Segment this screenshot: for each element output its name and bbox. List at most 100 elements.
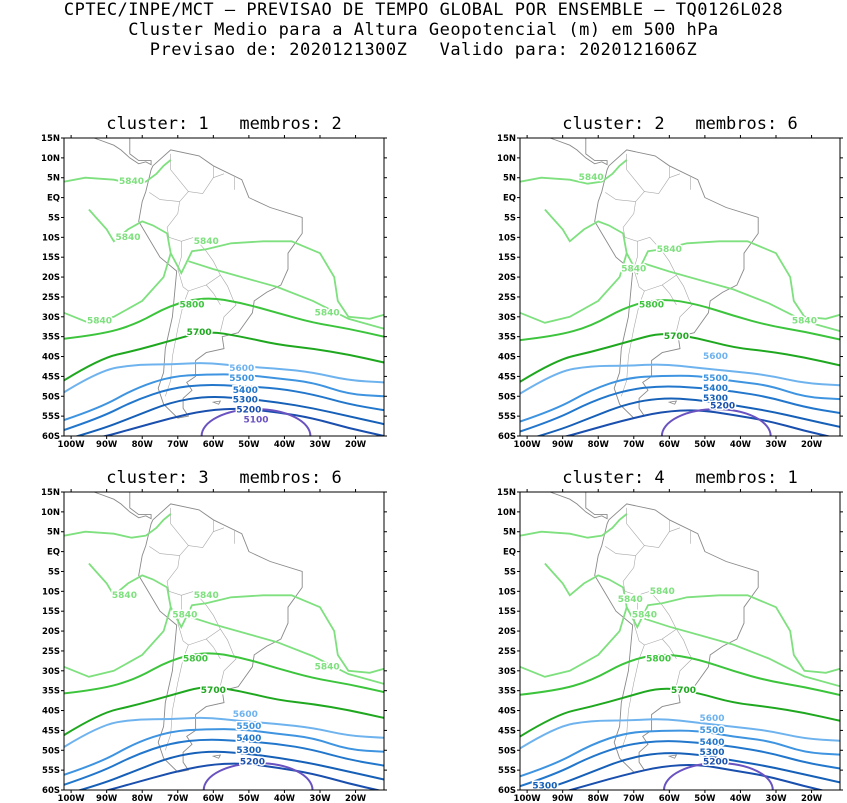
island-coastline: [211, 754, 222, 759]
contour-5800: [520, 653, 840, 696]
contour-label: 5600: [233, 710, 258, 720]
lon-tick-label: 100W: [58, 794, 86, 803]
island-coastline: [582, 106, 605, 112]
lat-tick-label: 20S: [42, 273, 60, 283]
south-america-coastline: [138, 149, 303, 419]
lat-tick-label: 10S: [498, 233, 516, 243]
panel-3-map: 5840 5840 5840 5840 5800 5700 5600 5500 5400 5300…: [41, 488, 387, 803]
lat-tick-label: 50S: [498, 746, 516, 756]
contour-label: 5500: [703, 374, 728, 384]
lat-tick-label: 15N: [41, 134, 60, 144]
contour-label: 5840: [194, 237, 219, 247]
country-border: [669, 165, 681, 179]
lat-tick-label: 45S: [42, 372, 60, 382]
central-america-coastline: [548, 492, 608, 520]
contour-5840: [520, 562, 628, 678]
contour-label: 5840: [579, 173, 604, 183]
island-coastline: [211, 400, 222, 405]
contour-label: 5100: [243, 416, 268, 426]
contour-5840: [644, 617, 840, 688]
country-border: [633, 595, 638, 624]
lat-tick-label: 35S: [42, 687, 60, 697]
lat-tick-label: 10N: [41, 508, 60, 518]
contour-label: 5840: [618, 595, 643, 605]
contour-label: 5840: [315, 662, 340, 672]
contour-label: 5200: [240, 758, 265, 768]
country-border: [205, 284, 221, 306]
country-border: [621, 269, 645, 397]
lon-tick-label: 60W: [203, 440, 225, 450]
lat-tick-label: 55S: [498, 412, 516, 422]
figure-header: CPTEC/INPE/MCT – PREVISAO DE TEMPO GLOBA…: [0, 0, 847, 60]
lon-tick-label: 90W: [552, 794, 574, 803]
lon-tick-label: 50W: [238, 440, 260, 450]
contour-5840: [625, 240, 840, 320]
contour-5840: [188, 260, 384, 330]
country-border: [177, 595, 182, 624]
lat-tick-label: 15S: [498, 253, 516, 263]
lat-tick-label: EQ: [47, 548, 60, 558]
contour-5200: [563, 409, 832, 436]
lon-tick-label: 40W: [274, 794, 296, 803]
contour-5700: [520, 687, 840, 738]
header-title: CPTEC/INPE/MCT – PREVISAO DE TEMPO GLOBA…: [63, 0, 784, 20]
lon-tick-label: 70W: [623, 794, 645, 803]
contour-5800: [64, 652, 384, 695]
contour-label: 5700: [201, 686, 226, 696]
lat-tick-label: 5N: [47, 528, 60, 538]
contour-label: 5200: [236, 406, 261, 416]
country-border: [165, 269, 189, 397]
map-plot-area: 5840 5840 5840 5840 5800 5700 5600 5500 5400 5300…: [64, 460, 384, 790]
lat-tick-label: 15S: [498, 607, 516, 617]
country-border: [633, 241, 638, 270]
lon-tick-label: 80W: [132, 440, 154, 450]
lat-tick-label: 60S: [498, 786, 516, 796]
contour-label: 5500: [229, 374, 254, 384]
country-border: [669, 519, 681, 533]
lat-tick-label: 35S: [498, 687, 516, 697]
map-frame: [519, 491, 841, 791]
island-coastline: [126, 460, 149, 466]
lon-tick-label: 40W: [730, 440, 752, 450]
contour-label: 5840: [657, 245, 682, 255]
country-border: [605, 546, 636, 556]
country-border: [626, 507, 645, 546]
map-frame: [63, 137, 385, 437]
lat-tick-label: 40S: [498, 353, 516, 363]
contour-5600: [520, 363, 840, 395]
south-america-coastline: [594, 503, 759, 773]
contour-5400: [520, 385, 840, 433]
lon-tick-label: 90W: [96, 440, 118, 450]
country-border: [213, 165, 225, 179]
lat-tick-label: 10N: [497, 508, 516, 518]
lat-tick-label: 50S: [42, 746, 60, 756]
contour-5500: [64, 373, 384, 422]
central-america-coastline: [92, 492, 152, 520]
lat-tick-label: 5S: [48, 213, 60, 223]
lat-tick-label: 15S: [42, 607, 60, 617]
contour-label: 5600: [703, 352, 728, 362]
lat-tick-label: 20S: [42, 627, 60, 637]
contour-5500: [520, 374, 840, 423]
contour-label: 5300: [236, 746, 261, 756]
lat-tick-label: 15N: [497, 134, 516, 144]
contour-label: 5840: [621, 265, 646, 275]
lon-tick-label: 90W: [552, 440, 574, 450]
lon-tick-label: 50W: [694, 440, 716, 450]
lat-tick-label: 10N: [497, 154, 516, 164]
lat-tick-label: 5S: [504, 213, 516, 223]
panel-4-title: cluster: 4 membros: 1: [562, 468, 798, 488]
map-background: [64, 138, 384, 436]
lat-tick-label: 35S: [498, 333, 516, 343]
panel-2-title: cluster: 2 membros: 6: [562, 114, 798, 134]
panel-4-map: 5840584058405800570056005500540053005200…: [497, 488, 843, 803]
contour-5500: [520, 729, 840, 778]
contour-5800: [64, 297, 384, 340]
lon-tick-label: 50W: [694, 794, 716, 803]
lon-tick-label: 40W: [274, 440, 296, 450]
lat-tick-label: 20S: [498, 273, 516, 283]
central-america-coastline: [92, 138, 152, 166]
lon-tick-label: 100W: [58, 440, 86, 450]
contour-5400: [520, 740, 840, 788]
